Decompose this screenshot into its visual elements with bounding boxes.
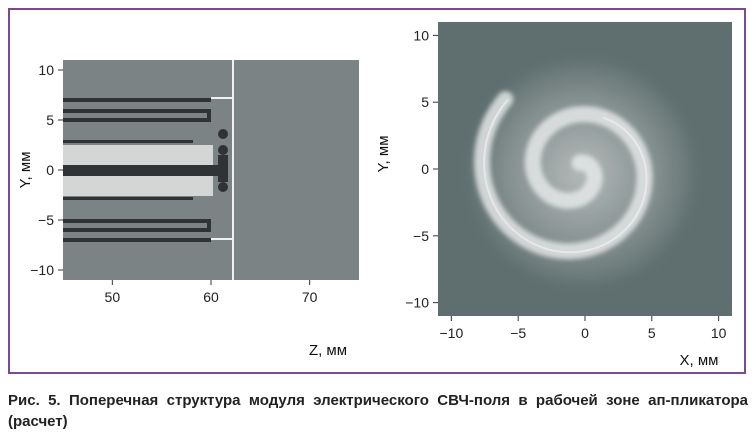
figure-caption: Рис. 5. Поперечная структура модуля элек…: [8, 392, 748, 430]
left-ylabel: Y, мм: [17, 151, 34, 188]
y-tick-label: −5: [38, 212, 54, 228]
x-tick-label: −5: [510, 325, 526, 341]
boundary-bracket: [211, 60, 234, 280]
upper-strip-1: [63, 98, 211, 102]
upper-strip-end: [207, 109, 211, 122]
right-xlabel: X, мм: [680, 352, 719, 369]
x-tick-label: 50: [105, 289, 121, 305]
x-tick-label: 10: [711, 325, 727, 341]
x-tick-label: 60: [203, 289, 219, 305]
upper-electrode-group: [63, 98, 211, 122]
right-ylabel: Y, мм: [375, 135, 392, 172]
upper-thin-line: [63, 140, 193, 143]
upper-dot: [218, 129, 228, 139]
upper-dielectric-block: [63, 145, 213, 165]
central-conductor: [63, 165, 228, 176]
figure-frame: 50 60 70 10 5 0 −5 −10 Y, мм Z, мм −10 −5 0 5 10 10 5…: [8, 8, 746, 374]
y-tick-label: 10: [413, 27, 429, 43]
field-heatmap: [472, 63, 692, 283]
x-tick-label: 5: [648, 325, 656, 341]
x-tick-label: −10: [439, 325, 463, 341]
y-tick-label: −10: [30, 262, 54, 278]
lower-strip-3: [63, 238, 211, 242]
y-tick-label: 0: [421, 161, 429, 177]
lower-dielectric-block: [63, 176, 213, 196]
y-tick-label: 10: [38, 62, 54, 78]
lower-electrode-group: [63, 219, 211, 242]
lower-strip-1: [63, 219, 211, 223]
field-halo: [472, 63, 692, 283]
upper-strip-3: [63, 118, 211, 122]
field-spiral-edge: [483, 99, 648, 254]
y-tick-label: 5: [46, 112, 54, 128]
y-tick-label: −5: [413, 228, 429, 244]
y-tick-label: −10: [405, 295, 429, 311]
upper-strip-2: [63, 109, 211, 113]
y-tick-label: 0: [46, 162, 54, 178]
left-xlabel: Z, мм: [309, 342, 347, 359]
lower-strip-2: [63, 228, 211, 232]
right-panel: −10 −5 0 5 10 10 5 0 −5 −10 Y, мм X, мм: [375, 22, 732, 369]
lower-strip-end: [207, 219, 211, 232]
x-tick-label: 0: [581, 325, 589, 341]
x-tick-label: 70: [302, 289, 318, 305]
lower-thin-line: [63, 197, 193, 200]
conductor-end-block: [218, 155, 228, 182]
middle-dot: [218, 145, 228, 155]
y-tick-label: 5: [421, 94, 429, 110]
lower-dot: [218, 182, 228, 192]
right-axis-ticks: −10 −5 0 5 10 10 5 0 −5 −10: [405, 27, 726, 341]
